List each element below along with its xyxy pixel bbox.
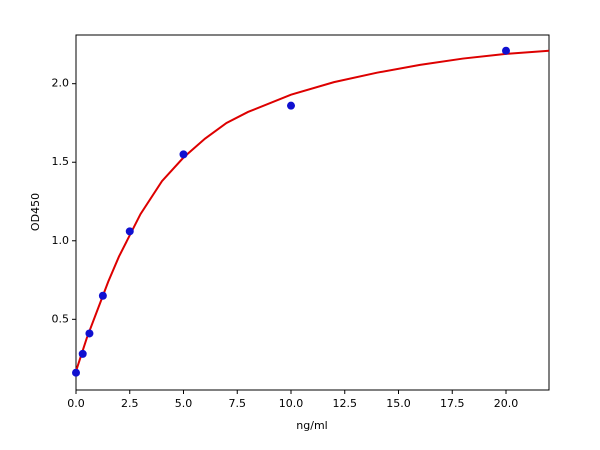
data-point [78, 349, 87, 358]
x-axis-label: ng/ml [296, 419, 327, 432]
y-tick-label: 1.0 [52, 234, 70, 247]
data-point [85, 329, 94, 338]
data-point [98, 291, 107, 300]
fit-curve [75, 49, 550, 372]
y-tick-label: 2.0 [52, 77, 70, 90]
plot-frame [75, 34, 550, 391]
x-tick-label: 5.0 [175, 397, 193, 410]
data-point [287, 101, 295, 110]
x-tick-label: 7.5 [229, 397, 247, 410]
y-tick-label: 0.5 [52, 312, 70, 325]
y-axis-label: OD450 [29, 193, 42, 231]
x-tick-label: 12.5 [333, 397, 358, 410]
x-tick-label: 20.0 [494, 397, 519, 410]
y-tick-label: 1.5 [52, 155, 70, 168]
x-tick-label: 0.0 [67, 397, 85, 410]
data-point [179, 150, 188, 159]
x-tick-label: 2.5 [121, 397, 139, 410]
data-point [125, 227, 134, 236]
x-tick-label: 17.5 [440, 397, 465, 410]
x-tick-label: 10.0 [279, 397, 304, 410]
x-tick-label: 15.0 [386, 397, 411, 410]
data-point [502, 46, 510, 55]
data-point [72, 368, 80, 377]
